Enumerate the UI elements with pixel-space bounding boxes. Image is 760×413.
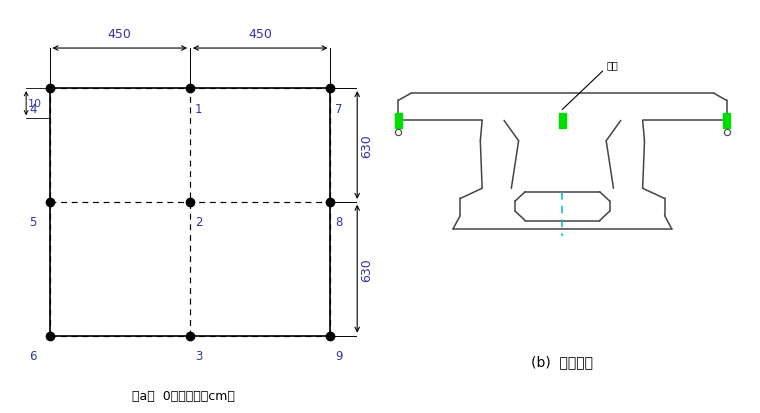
Text: 450: 450 [249,28,272,40]
Text: 9: 9 [335,349,343,362]
Text: 630: 630 [360,134,374,157]
Text: 轴线: 轴线 [606,60,618,70]
Text: 450: 450 [108,28,131,40]
Bar [395,114,401,129]
Text: 1: 1 [195,102,202,115]
Text: 8: 8 [335,216,343,229]
Text: 5: 5 [30,216,37,229]
Text: 4: 4 [30,102,37,115]
Text: (b)  支点断面: (b) 支点断面 [531,354,594,368]
Text: 3: 3 [195,349,202,362]
Text: 6: 6 [30,349,37,362]
Text: 2: 2 [195,216,202,229]
Text: （a）  0号块单位：cm）: （a） 0号块单位：cm） [132,389,235,402]
Text: 630: 630 [360,257,374,281]
Text: 7: 7 [335,102,343,115]
Bar [724,114,730,129]
Bar [559,114,565,129]
Text: 10: 10 [28,99,42,109]
